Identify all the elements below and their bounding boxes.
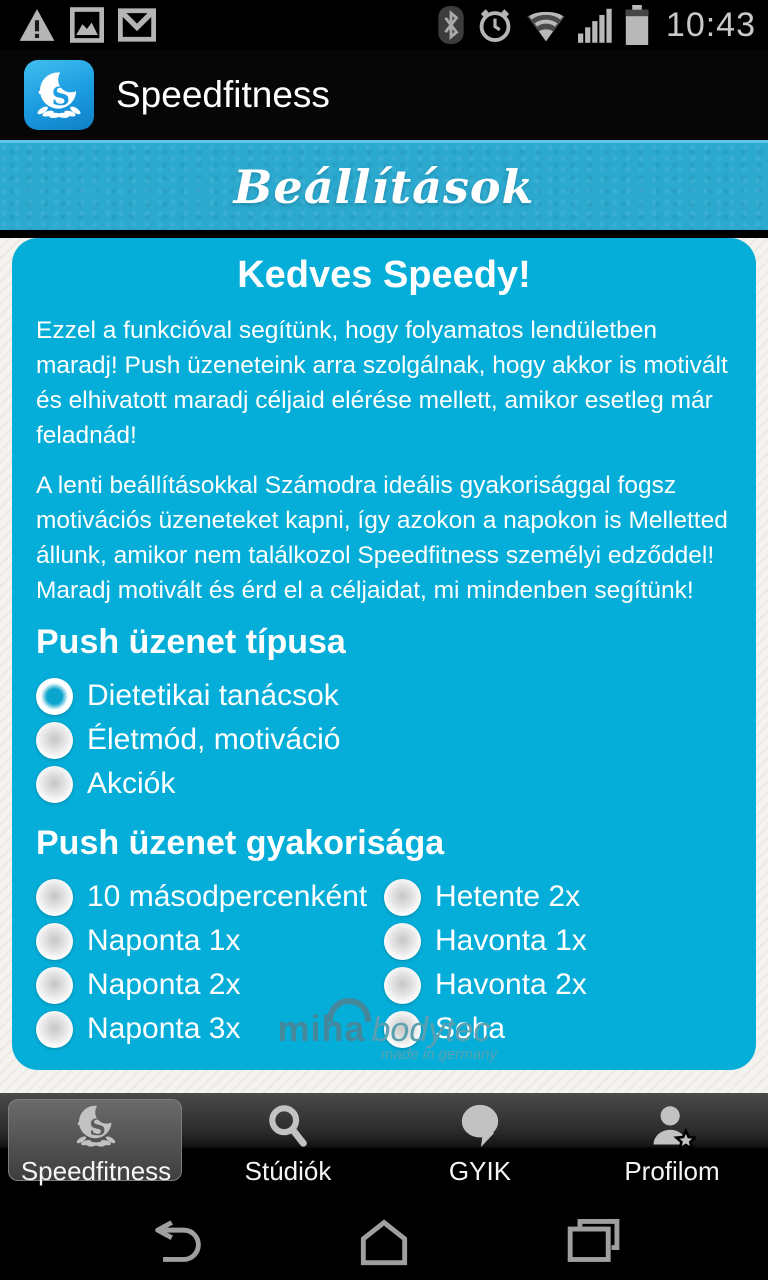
greeting-title: Kedves Speedy! (237, 254, 531, 296)
radio-option-hetente2[interactable]: Hetente 2x (384, 875, 732, 919)
intro-paragraph-1: Ezzel a funkcióval segítünk, hogy folyam… (36, 317, 728, 449)
speedfitness-tab-icon (70, 1099, 122, 1153)
wifi-icon (526, 7, 566, 43)
tab-profilom[interactable]: Profilom (576, 1093, 768, 1193)
android-nav-bar (0, 1193, 768, 1280)
intro-paragraph-2: A lenti beállításokkal Számodra ideális … (36, 472, 728, 604)
app-header: Speedfitness (0, 50, 768, 140)
radio-label: Soha (435, 1012, 506, 1045)
tab-speedfitness[interactable]: Speedfitness (0, 1093, 192, 1193)
radio-label: Dietetikai tanácsok (87, 679, 339, 712)
page-title: Beállítások (233, 159, 535, 214)
recents-button[interactable] (533, 1201, 653, 1280)
radio-icon (384, 922, 421, 960)
radio-icon (36, 878, 73, 916)
radio-option-akciok[interactable]: Akciók (36, 762, 732, 806)
radio-option-naponta3[interactable]: Naponta 3x (36, 1007, 384, 1051)
profile-star-icon (648, 1099, 696, 1153)
radio-icon (36, 721, 73, 759)
bluetooth-icon (438, 6, 464, 44)
radio-option-havonta1[interactable]: Havonta 1x (384, 919, 732, 963)
app-title: Speedfitness (116, 74, 330, 115)
tab-label: Stúdiók (244, 1156, 332, 1186)
radio-icon (36, 677, 73, 715)
radio-option-soha[interactable]: Soha (384, 1007, 732, 1051)
radio-label: Naponta 1x (87, 924, 241, 957)
radio-option-dietetikai[interactable]: Dietetikai tanácsok (36, 674, 732, 718)
tab-label: GYIK (448, 1156, 512, 1186)
gmail-icon (118, 8, 156, 42)
radio-label: Havonta 1x (435, 924, 587, 957)
warning-icon (18, 7, 56, 43)
banner: Beállítások (0, 140, 768, 230)
search-icon (265, 1099, 311, 1153)
battery-icon (624, 5, 650, 45)
tab-label: Speedfitness (20, 1156, 172, 1186)
radio-label: Havonta 2x (435, 968, 587, 1001)
clock-time: 10:43 (665, 5, 756, 44)
radio-icon (384, 966, 421, 1004)
radio-icon (384, 1010, 421, 1048)
radio-icon (36, 966, 73, 1004)
radio-label: Hetente 2x (435, 880, 581, 913)
home-button[interactable] (324, 1201, 444, 1280)
tab-label: Profilom (624, 1156, 720, 1186)
radio-option-havonta2[interactable]: Havonta 2x (384, 963, 732, 1007)
radio-option-10mp[interactable]: 10 másodpercenként (36, 875, 384, 919)
frequency-options: 10 másodpercenként Naponta 1x Naponta 2x… (36, 875, 732, 1051)
radio-option-naponta1[interactable]: Naponta 1x (36, 919, 384, 963)
settings-card: Kedves Speedy! Ezzel a funkcióval segítü… (12, 238, 756, 1070)
alarm-icon (476, 6, 514, 44)
radio-icon (36, 765, 73, 803)
chat-bubble-icon (457, 1099, 503, 1153)
section-title-frequency: Push üzenet gyakorisága (36, 824, 445, 862)
radio-label: Életmód, motiváció (87, 723, 341, 756)
speedfitness-logo-icon (24, 60, 94, 130)
tab-gyik[interactable]: GYIK (384, 1093, 576, 1193)
watermark-tagline: made in germany (381, 1046, 497, 1063)
gallery-icon (70, 7, 104, 43)
miha-bodytec-watermark: miha bodytec made in germany (12, 998, 756, 1064)
back-button[interactable] (115, 1201, 235, 1280)
radio-option-naponta2[interactable]: Naponta 2x (36, 963, 384, 1007)
radio-label: Naponta 2x (87, 968, 241, 1001)
tab-studiok[interactable]: Stúdiók (192, 1093, 384, 1193)
radio-option-eletmod[interactable]: Életmód, motiváció (36, 718, 732, 762)
watermark-arc (327, 998, 372, 1022)
tab-bar: Speedfitness Stúdiók GYIK Profilom (0, 1093, 768, 1193)
radio-label: Naponta 3x (87, 1012, 241, 1045)
type-options: Dietetikai tanácsok Életmód, motiváció A… (36, 674, 732, 806)
radio-icon (384, 878, 421, 916)
signal-icon (577, 7, 612, 43)
main-area: Kedves Speedy! Ezzel a funkcióval segítü… (0, 238, 768, 1093)
section-title-type: Push üzenet típusa (36, 623, 346, 661)
radio-icon (36, 1010, 73, 1048)
radio-label: Akciók (87, 767, 176, 800)
radio-label: 10 másodpercenként (87, 880, 368, 913)
status-bar: 10:43 (0, 0, 768, 50)
radio-icon (36, 922, 73, 960)
watermark-brand-light: bodytec (371, 1011, 491, 1049)
